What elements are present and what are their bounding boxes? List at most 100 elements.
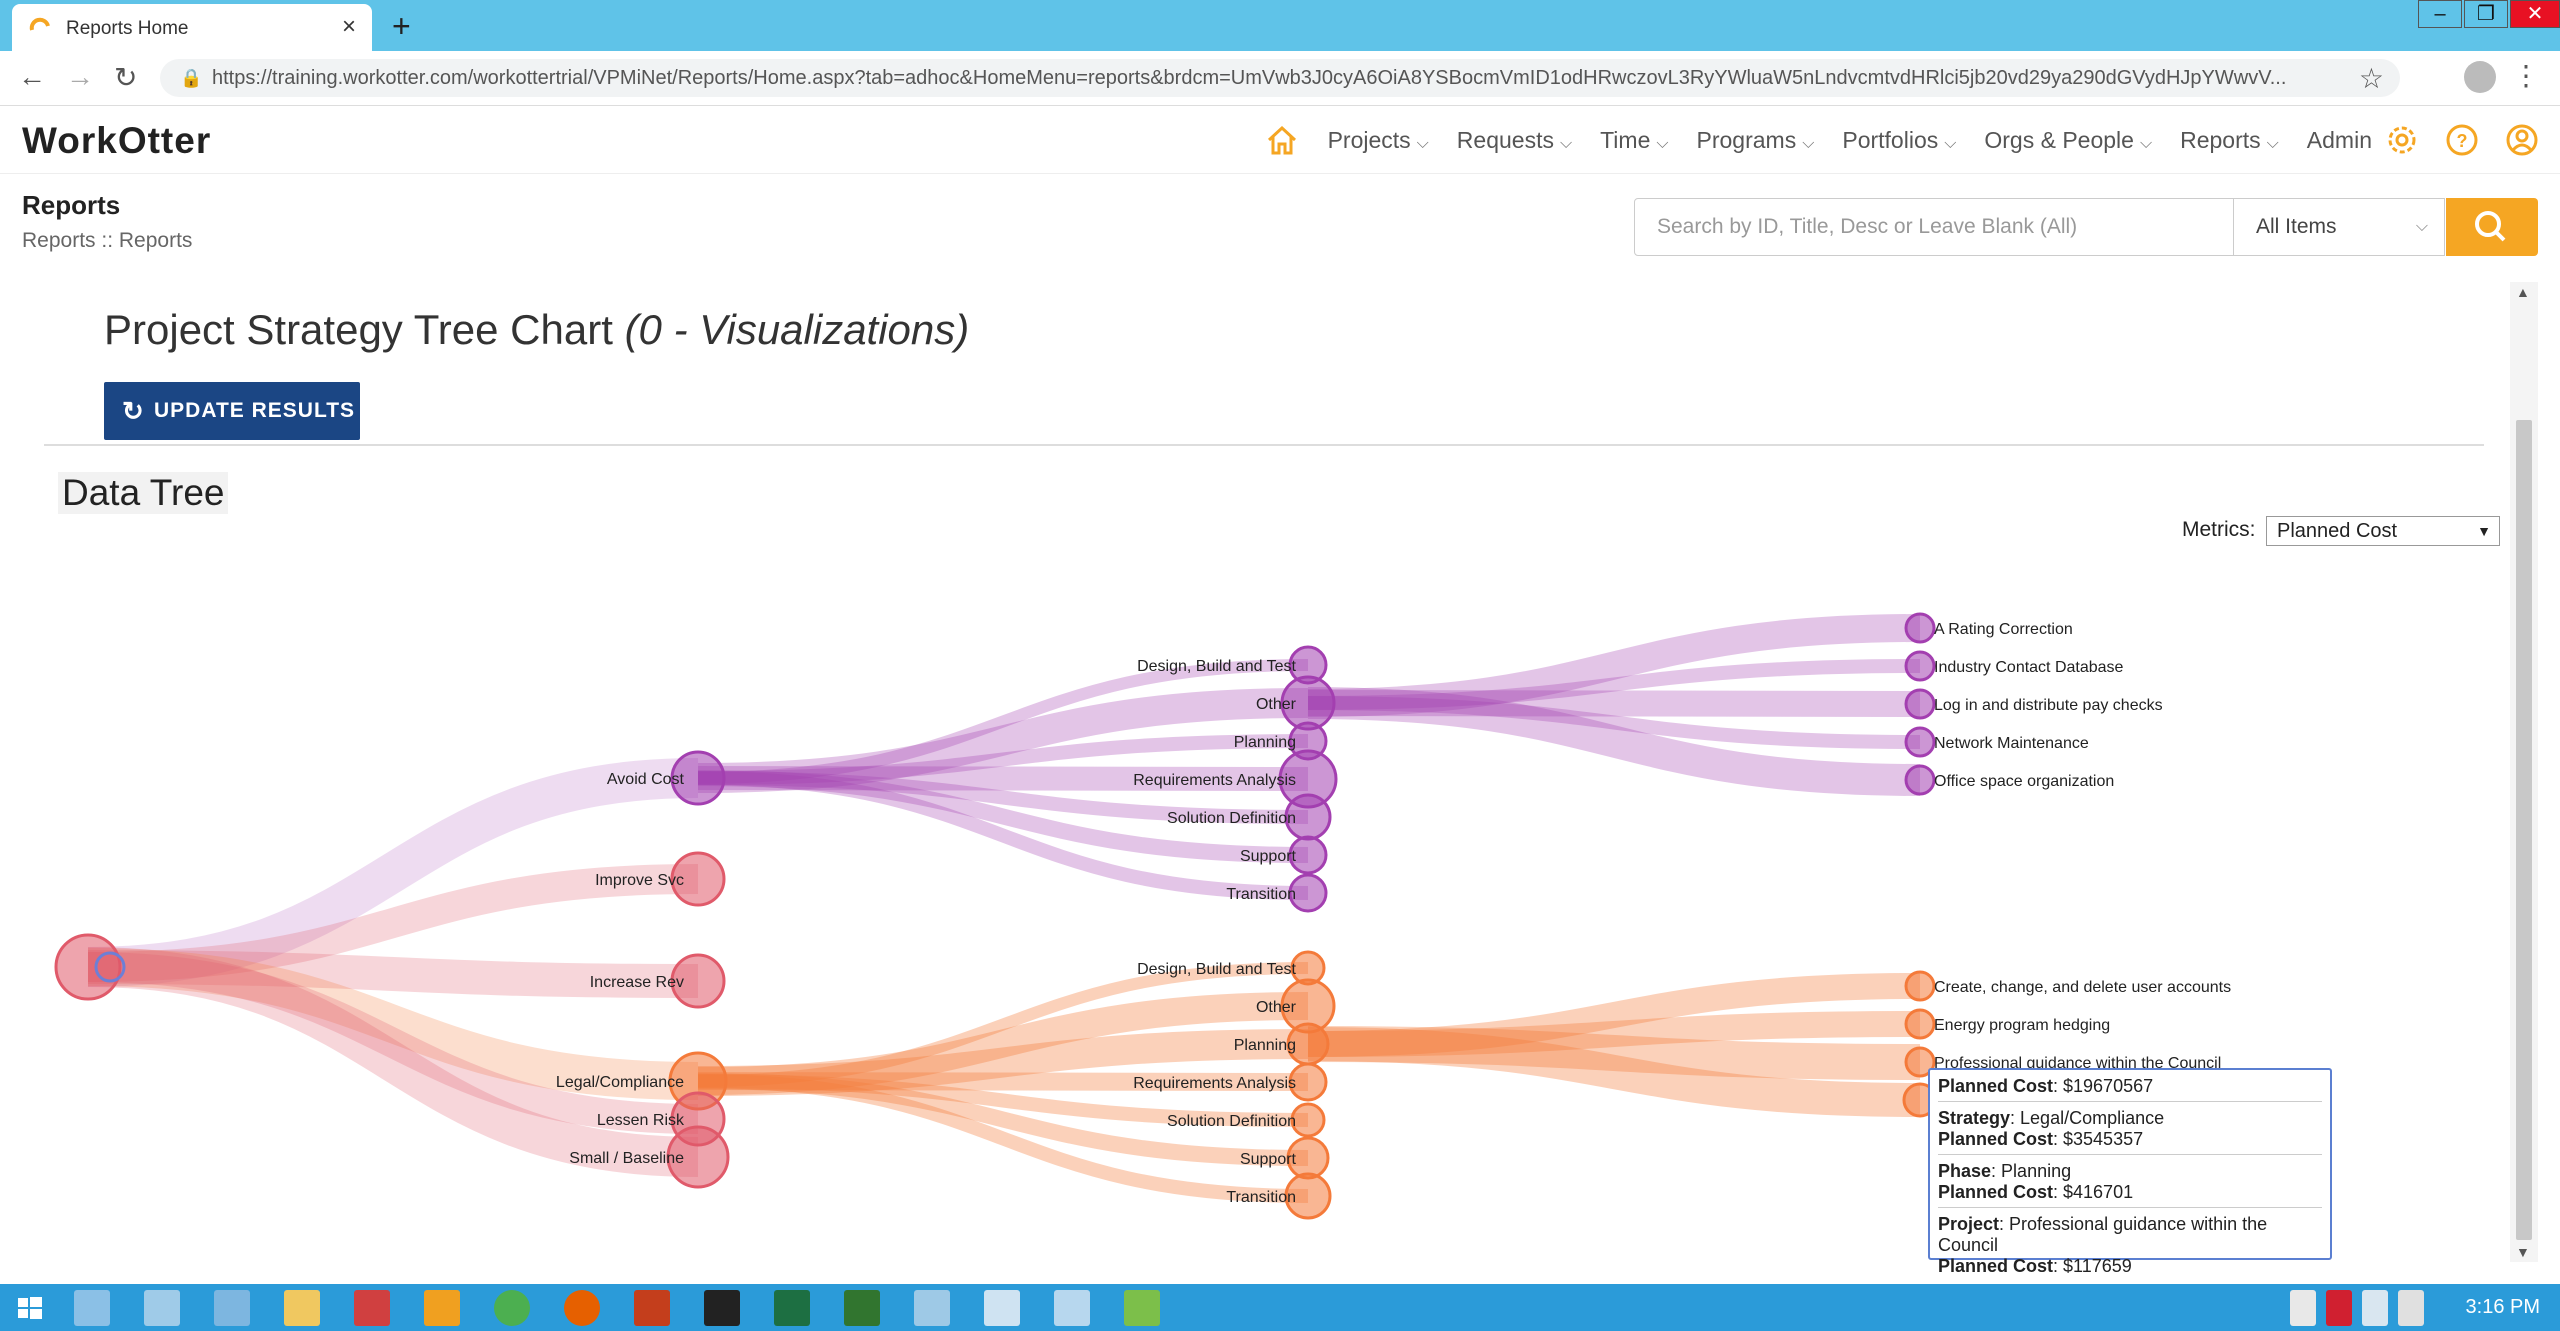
phase-node[interactable] [1288, 835, 1328, 875]
scroll-up-icon[interactable]: ▲ [2516, 284, 2530, 300]
project-node[interactable] [1904, 1008, 1936, 1040]
taskbar-app-icon[interactable] [1124, 1290, 1160, 1326]
scrollbar-thumb[interactable] [2516, 420, 2532, 1240]
phase-node[interactable] [1288, 1062, 1328, 1102]
tree-link-project[interactable] [1307, 1011, 1921, 1057]
tree-link-phase[interactable] [697, 1072, 1309, 1091]
forward-icon[interactable]: → [66, 61, 94, 92]
nav-portfolios[interactable]: Portfolios ⌵ [1842, 126, 1957, 153]
taskbar-app-icon[interactable] [74, 1290, 110, 1326]
nav-orgs-people[interactable]: Orgs & People ⌵ [1984, 126, 2153, 153]
search-input[interactable]: Search by ID, Title, Desc or Leave Blank… [1634, 198, 2234, 256]
phase-node[interactable] [1290, 1102, 1326, 1138]
tree-link-strategy[interactable] [87, 947, 699, 1177]
update-results-button[interactable]: ↻ UPDATE RESULTS [104, 382, 360, 440]
tree-link-phase[interactable] [697, 1073, 1309, 1166]
project-node[interactable] [1904, 1046, 1936, 1078]
tree-link-phase[interactable] [697, 992, 1309, 1095]
notepad-icon[interactable] [984, 1290, 1020, 1326]
project-node[interactable] [1904, 970, 1936, 1002]
project-node[interactable] [1904, 726, 1936, 758]
phase-node[interactable] [1288, 873, 1328, 913]
taskbar-app-icon[interactable] [214, 1290, 250, 1326]
reload-icon[interactable]: ↻ [114, 62, 138, 93]
nav-projects[interactable]: Projects ⌵ [1327, 126, 1429, 153]
terminal-icon[interactable] [704, 1290, 740, 1326]
back-icon[interactable]: ← [18, 61, 46, 92]
scroll-down-icon[interactable]: ▼ [2516, 1244, 2530, 1260]
tree-link-phase[interactable] [697, 766, 1309, 791]
project-node[interactable] [1904, 650, 1936, 682]
tree-link-project[interactable] [1307, 1027, 1921, 1117]
tree-link-phase[interactable] [697, 770, 1309, 863]
tree-link-phase[interactable] [697, 962, 1309, 1087]
tree-link-phase[interactable] [697, 771, 1309, 824]
tree-link-phase[interactable] [697, 659, 1309, 784]
tree-link-phase[interactable] [697, 1029, 1309, 1096]
search-button[interactable] [2446, 198, 2538, 256]
file-explorer-icon[interactable] [284, 1290, 320, 1326]
tree-link-phase[interactable] [697, 688, 1309, 793]
tree-link-strategy[interactable] [87, 950, 699, 998]
settings-gear-icon[interactable] [2384, 122, 2420, 158]
browser-menu-icon[interactable]: ⋮ [2512, 60, 2540, 91]
search-app-icon[interactable] [914, 1290, 950, 1326]
tree-root-node[interactable] [54, 933, 122, 1001]
tree-link-strategy[interactable] [87, 948, 699, 1100]
nav-time[interactable]: Time ⌵ [1600, 126, 1669, 153]
network-icon[interactable] [2362, 1290, 2388, 1326]
home-icon[interactable] [1264, 122, 1300, 158]
project-node[interactable] [1904, 612, 1936, 644]
nav-programs[interactable]: Programs ⌵ [1696, 126, 1815, 153]
tree-link-phase[interactable] [697, 1074, 1309, 1203]
taskbar-app-icon[interactable] [144, 1290, 180, 1326]
tree-link-phase[interactable] [697, 1074, 1309, 1127]
taskbar-app-icon[interactable] [354, 1290, 390, 1326]
strategy-node[interactable] [666, 1125, 730, 1189]
volume-icon[interactable] [2398, 1290, 2424, 1326]
breadcrumb[interactable]: Reports :: Reports [22, 229, 193, 252]
excel-icon[interactable] [774, 1290, 810, 1326]
tree-link-strategy[interactable] [87, 864, 699, 982]
tree-link-project[interactable] [1307, 973, 1921, 1057]
tray-icon[interactable] [2290, 1290, 2316, 1326]
taskbar-app-icon[interactable] [424, 1290, 460, 1326]
powerpoint-icon[interactable] [634, 1290, 670, 1326]
tree-link-phase[interactable] [697, 734, 1309, 785]
windows-start-icon[interactable] [12, 1290, 48, 1326]
project-node[interactable] [1904, 764, 1936, 796]
new-tab-button[interactable]: + [392, 8, 411, 44]
project-node[interactable] [1904, 688, 1936, 720]
tree-link-strategy[interactable] [87, 758, 699, 987]
restore-icon[interactable]: ❐ [2464, 0, 2508, 28]
profile-avatar-icon[interactable] [2464, 61, 2496, 93]
tree-link-project[interactable] [1307, 690, 1921, 717]
strategy-node[interactable] [670, 750, 726, 806]
tab-close-icon[interactable]: × [341, 13, 356, 40]
strategy-node[interactable] [670, 851, 726, 907]
nav-requests[interactable]: Requests ⌵ [1456, 126, 1573, 153]
tree-link-strategy[interactable] [87, 952, 699, 1134]
project-icon[interactable] [844, 1290, 880, 1326]
tree-link-project[interactable] [1307, 687, 1921, 796]
taskbar-app-icon[interactable] [1054, 1290, 1090, 1326]
tree-link-project[interactable] [1307, 614, 1921, 717]
workotter-logo[interactable]: WorkOtter [22, 120, 212, 161]
strategy-node[interactable] [670, 953, 726, 1009]
bookmark-star-icon[interactable]: ☆ [2358, 63, 2384, 94]
item-filter-select[interactable]: All Items ⌵ [2233, 198, 2445, 256]
browser-tab[interactable]: Reports Home × [12, 4, 372, 51]
tree-link-project[interactable] [1307, 659, 1921, 710]
tree-link-project[interactable] [1307, 1026, 1921, 1080]
address-bar[interactable]: 🔒 https://training.workotter.com/workott… [160, 59, 2400, 97]
tray-icon[interactable] [2326, 1290, 2352, 1326]
metrics-select[interactable]: Planned Cost ▼ [2266, 516, 2500, 546]
tree-link-project[interactable] [1307, 696, 1921, 749]
window-close-icon[interactable]: ✕ [2510, 0, 2560, 28]
tree-link-phase[interactable] [697, 771, 1309, 900]
firefox-icon[interactable] [564, 1290, 600, 1326]
help-icon[interactable]: ? [2444, 122, 2480, 158]
user-account-icon[interactable] [2504, 122, 2540, 158]
vertical-scrollbar[interactable]: ▲ ▼ [2510, 282, 2538, 1262]
phase-node[interactable] [1284, 1172, 1332, 1220]
